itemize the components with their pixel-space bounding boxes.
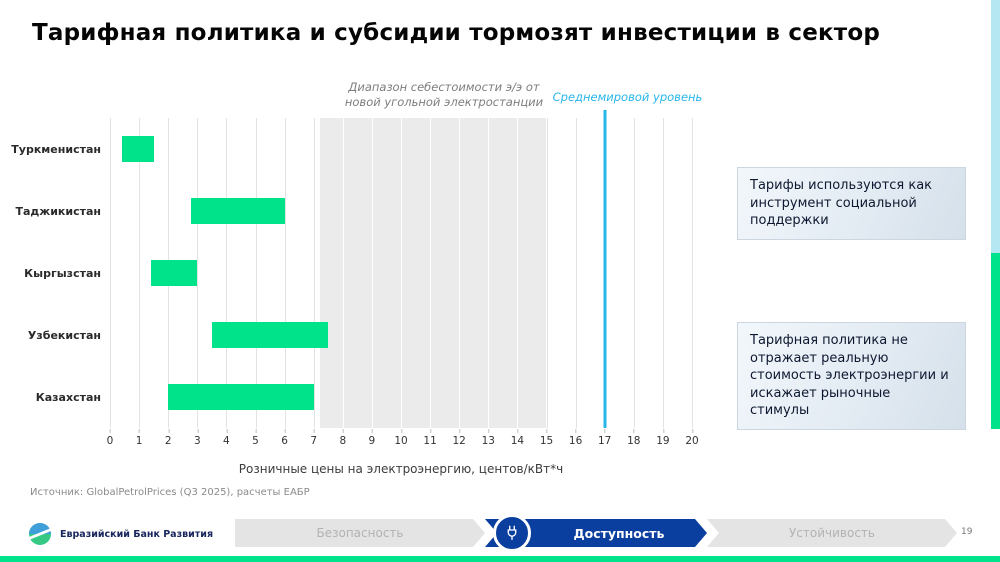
x-tick-label: 9 xyxy=(369,428,375,447)
edb-logo-text: Евразийский Банк Развития xyxy=(60,528,214,540)
x-tick-label: 14 xyxy=(511,428,524,447)
gridline xyxy=(692,118,693,428)
cost-band xyxy=(319,118,547,428)
x-tick-label: 3 xyxy=(194,428,201,447)
range-bar xyxy=(191,198,285,224)
nav-item-affordability-label: Доступность xyxy=(573,525,665,541)
gridline xyxy=(139,118,141,428)
edge-strip-cyan xyxy=(991,0,1000,253)
nav-item-safety[interactable]: Безопасность xyxy=(235,519,485,547)
x-tick-label: 2 xyxy=(165,428,172,447)
x-tick-label: 19 xyxy=(656,428,670,447)
gridline xyxy=(342,118,344,428)
x-tick-label: 8 xyxy=(339,428,346,447)
nav-item-sustainability-label: Устойчивость xyxy=(788,526,875,540)
x-tick-label: 10 xyxy=(394,428,408,447)
category-label: Кыргызстан xyxy=(24,266,101,280)
range-bar xyxy=(121,136,154,162)
gridline xyxy=(284,118,286,428)
range-bar xyxy=(211,322,329,348)
gridline xyxy=(313,118,315,428)
callout-tariffs-social: Тарифы используются как инструмент социа… xyxy=(737,167,966,240)
range-bar xyxy=(150,260,198,286)
x-tick-label: 16 xyxy=(569,428,582,447)
gridline xyxy=(459,118,461,428)
gridline xyxy=(430,118,432,428)
x-tick-label: 5 xyxy=(252,428,259,447)
gridline xyxy=(371,118,373,428)
x-tick-label: 4 xyxy=(223,428,230,447)
gridline xyxy=(546,118,548,428)
gridline xyxy=(633,118,635,428)
y-axis-labels: Туркменистан Таджикистан Кыргызстан Узбекис… xyxy=(0,118,101,428)
gridline xyxy=(575,118,577,428)
cost-band-label: Диапазон себестоимости э/э от новой угол… xyxy=(344,80,544,109)
category-label: Узбекистан xyxy=(27,328,101,342)
x-tick-label: 1 xyxy=(136,428,142,447)
bottom-strip-green xyxy=(0,556,1000,562)
gridline xyxy=(517,118,519,428)
edge-strip-green xyxy=(991,253,1000,429)
source-note: Источник: GlobalPetrolPrices (Q3 2025), … xyxy=(30,487,310,498)
x-tick-label: 0 xyxy=(107,428,113,447)
edb-logo: Евразийский Банк Развития xyxy=(28,522,213,546)
nav-item-safety-label: Безопасность xyxy=(316,526,404,540)
plug-icon xyxy=(493,514,531,552)
chart-plot-area xyxy=(110,110,693,428)
x-tick-label: 6 xyxy=(281,428,288,447)
callout-tariff-policy: Тарифная политика не отражает реальную с… xyxy=(737,322,966,430)
x-tick-label: 13 xyxy=(482,428,495,447)
range-bar xyxy=(168,384,314,410)
x-tick-label: 7 xyxy=(310,428,317,447)
footer-nav: Безопасность Доступность Устойчивость xyxy=(235,514,957,552)
x-tick-label: 15 xyxy=(540,428,553,447)
x-axis-title: Розничные цены на электроэнергию, центов… xyxy=(238,462,564,476)
world-average-line xyxy=(603,110,607,428)
x-axis-ticks: 0 1 2 3 4 5 6 7 8 9 10 11 12 13 14 15 16 17 18 19 20 xyxy=(107,428,699,450)
nav-item-sustainability[interactable]: Устойчивость xyxy=(707,519,957,547)
x-tick-label: 18 xyxy=(627,428,640,447)
category-label: Казахстан xyxy=(35,390,101,404)
x-tick-label: 17 xyxy=(598,428,611,447)
gridline xyxy=(255,118,257,428)
gridline xyxy=(662,118,664,428)
page-title: Тарифная политика и субсидии тормозят ин… xyxy=(32,20,881,46)
gridline xyxy=(401,118,402,428)
edb-logo-icon xyxy=(28,522,52,546)
gridline xyxy=(197,118,199,428)
gridline xyxy=(226,118,228,428)
category-label: Туркменистан xyxy=(11,142,101,156)
world-average-label: Среднемировой уровень xyxy=(552,90,703,104)
x-tick-label: 12 xyxy=(453,428,466,447)
page-number: 19 xyxy=(961,527,973,537)
x-tick-label: 11 xyxy=(423,428,437,447)
gridline xyxy=(110,118,111,428)
x-tick-label: 20 xyxy=(685,428,699,447)
category-label: Таджикистан xyxy=(15,204,101,218)
gridline xyxy=(488,118,490,428)
